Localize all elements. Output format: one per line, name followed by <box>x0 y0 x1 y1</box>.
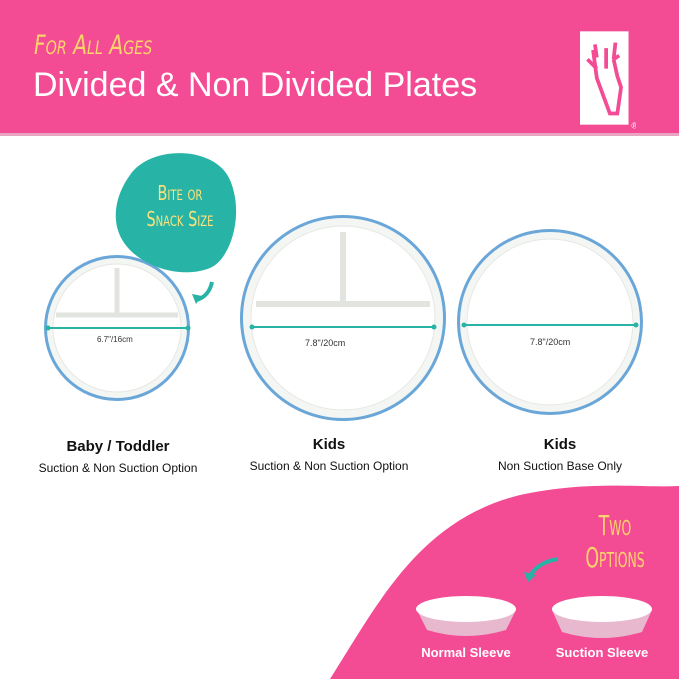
plate-label: Kids Suction & Non Suction Option <box>219 436 439 473</box>
callout-blob <box>115 153 237 273</box>
plate-size: 7.8"/20cm <box>530 337 571 347</box>
options-line: Two <box>598 509 632 542</box>
normal-sleeve-image <box>416 596 516 636</box>
plate-subtitle: Suction & Non Suction Option <box>38 461 198 475</box>
page-title: Divided & Non Divided Plates <box>33 66 478 104</box>
svg-text:®: ® <box>631 120 636 130</box>
tagline: For All Ages <box>34 30 153 61</box>
arrow-icon <box>528 557 559 578</box>
header-banner: For All Ages Divided & Non Divided Plate… <box>0 0 679 136</box>
plate-size: 6.7"/16cm <box>97 335 133 344</box>
sleeve-label: Suction Sleeve <box>555 645 649 660</box>
plate-label: Kids Non Suction Base Only <box>450 436 670 473</box>
plate-subtitle: Non Suction Base Only <box>497 459 623 473</box>
plate-label: Baby / Toddler Suction & Non Suction Opt… <box>8 438 228 475</box>
plate-name: Kids <box>312 436 346 453</box>
baby-plate <box>44 255 191 401</box>
plate-subtitle: Suction & Non Suction Option <box>249 459 409 473</box>
sleeve-label: Normal Sleeve <box>421 645 511 660</box>
callout-text: Bite or Snack Size <box>137 180 223 232</box>
two-options-text: Two Options <box>575 510 656 574</box>
callout-line: Bite or <box>157 181 203 205</box>
plate-name: Baby / Toddler <box>66 438 170 455</box>
options-line: Options <box>585 541 645 574</box>
deer-logo-icon: ® <box>580 31 636 130</box>
callout-line: Snack Size <box>146 207 214 231</box>
plate-name: Kids <box>543 436 577 453</box>
kids-divided-plate <box>240 215 446 421</box>
kids-plate <box>457 229 643 415</box>
suction-sleeve-image <box>552 596 652 638</box>
plate-size: 7.8"/20cm <box>305 338 346 348</box>
